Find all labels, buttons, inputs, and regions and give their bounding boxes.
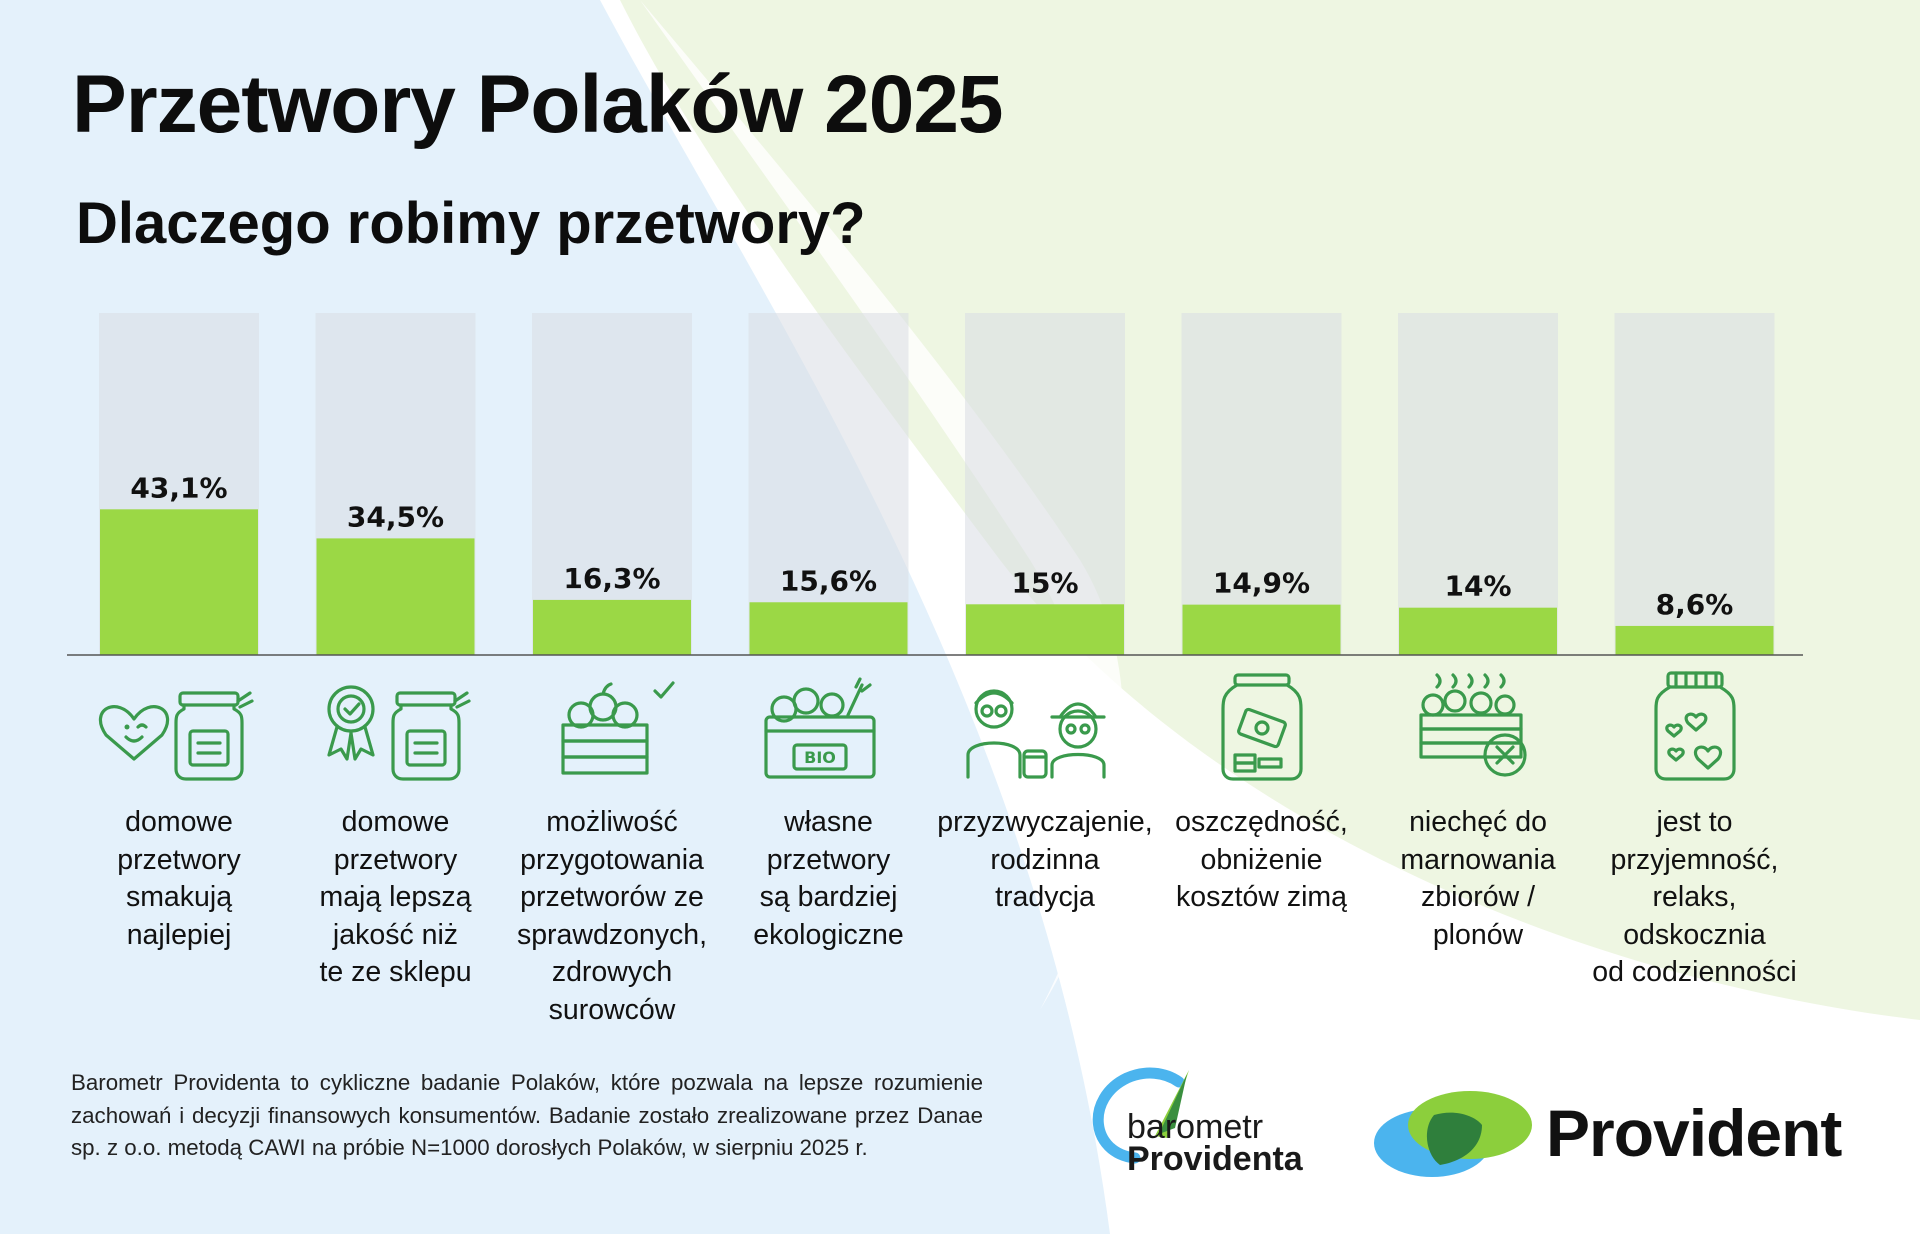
page-title: Przetwory Polaków 2025 xyxy=(72,59,1004,150)
money-jar-icon xyxy=(1177,665,1347,785)
bio-crate-icon: BIO xyxy=(744,665,914,785)
footnote: Barometr Providenta to cykliczne badanie… xyxy=(71,1070,983,1160)
award-jar-icon xyxy=(311,665,481,785)
bar-value-label: 14,9% xyxy=(1213,567,1310,600)
family-tradition-icon xyxy=(960,665,1130,785)
crate-no-waste-icon xyxy=(1393,665,1563,785)
bar-track xyxy=(1181,313,1342,655)
bar-track xyxy=(965,313,1125,655)
bar xyxy=(100,509,258,655)
bar-value-label: 16,3% xyxy=(563,562,660,595)
bar-value-label: 15% xyxy=(1011,566,1078,599)
bar-value-label: 34,5% xyxy=(347,500,444,533)
bar xyxy=(1182,604,1341,655)
chart-subtitle: Dlaczego robimy przetwory? xyxy=(76,191,866,256)
provident-logo: Provident xyxy=(1370,1085,1860,1185)
bar xyxy=(1615,625,1774,655)
barometr-logo-line1: barometr xyxy=(1127,1108,1264,1146)
fruit-crate-icon xyxy=(527,665,697,785)
category-label: niechęć do marnowania zbiorów / plonów xyxy=(1400,806,1556,951)
heart-jar-icon xyxy=(94,665,264,785)
svg-text:BIO: BIO xyxy=(804,748,836,767)
provident-mark-icon xyxy=(1374,1091,1532,1177)
bar-chart: 43,1% 34,5% 16,3% 15,6% 15% 14,9% 14% 8,6% xyxy=(67,313,1803,656)
category-label: domowe przetwory mają lepszą jakość niż … xyxy=(319,806,472,988)
barometr-providenta-logo: barometr Providenta xyxy=(1075,1058,1335,1186)
bar xyxy=(1399,607,1557,655)
bar-value-label: 14% xyxy=(1444,570,1511,603)
bar-track xyxy=(1398,313,1558,655)
bar-value-label: 15,6% xyxy=(780,564,877,597)
bar-track xyxy=(748,313,909,655)
bar-track xyxy=(532,313,692,655)
hearts-jar-icon xyxy=(1610,665,1780,785)
bar xyxy=(533,599,691,655)
bar xyxy=(966,604,1124,655)
category-label: domowe przetwory smakują najlepiej xyxy=(117,806,241,951)
category-label: przyzwyczajenie, rodzinna tradycja xyxy=(937,806,1153,913)
category-label: możliwość przygotowania przetworów ze sp… xyxy=(516,806,708,1026)
provident-wordmark: Provident xyxy=(1546,1096,1842,1170)
bar xyxy=(316,538,475,655)
category-label: jest to przyjemność, relaks, odskocznia … xyxy=(1592,806,1797,988)
bar xyxy=(749,602,908,655)
bar-value-label: 8,6% xyxy=(1656,588,1734,621)
barometr-logo-line2: Providenta xyxy=(1127,1140,1303,1178)
bar-track xyxy=(1614,313,1775,655)
category-label: własne przetwory są bardziej ekologiczne xyxy=(753,806,904,951)
bar-value-label: 43,1% xyxy=(130,471,227,504)
barometr-arc-icon xyxy=(1092,1067,1189,1164)
category-label: oszczędność, obniżenie kosztów zimą xyxy=(1175,806,1348,913)
